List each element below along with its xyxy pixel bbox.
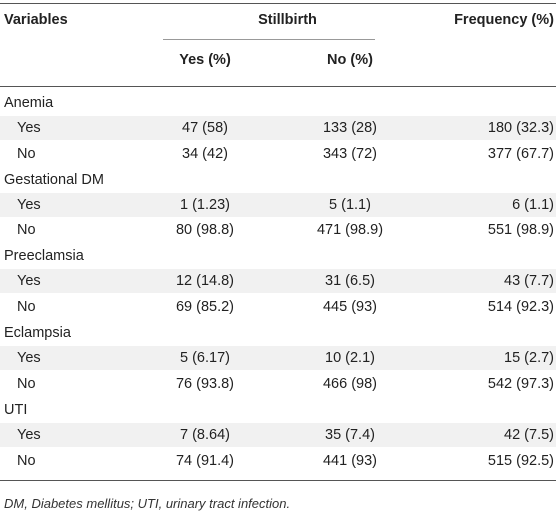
cell-no: 10 (2.1) [325,350,375,366]
table-footnote: DM, Diabetes mellitus; UTI, urinary trac… [4,496,291,511]
cell-frequency: 42 (7.5) [504,427,554,443]
table-row [0,116,556,140]
header-variables: Variables [4,12,68,28]
header-no: No (%) [327,52,373,68]
table-row [0,346,556,370]
cell-frequency: 377 (67.7) [487,146,554,162]
cell-yes: 80 (98.8) [175,222,235,238]
cell-yes: 7 (8.64) [180,427,230,443]
row-label: Yes [17,427,41,443]
cell-frequency: 514 (92.3) [487,299,554,315]
table-row [0,193,556,217]
cell-yes: 74 (91.4) [175,453,235,469]
header-bottom-rule [0,86,556,87]
cell-yes: 69 (85.2) [175,299,235,315]
cell-frequency: 15 (2.7) [504,350,554,366]
table-row [0,423,556,447]
row-label: No [17,376,36,392]
cell-no: 133 (28) [322,120,377,136]
cell-no: 343 (72) [322,146,377,162]
cell-no: 471 (98.9) [316,222,384,238]
row-label: Yes [17,273,41,289]
cell-yes: 1 (1.23) [180,197,230,213]
row-label: No [17,146,36,162]
table-bottom-rule [0,480,556,481]
cell-no: 5 (1.1) [329,197,371,213]
cell-frequency: 180 (32.3) [487,120,554,136]
cell-yes: 5 (6.17) [180,350,230,366]
cell-frequency: 515 (92.5) [487,453,554,469]
header-frequency: Frequency (%) [454,12,554,28]
cell-frequency: 43 (7.7) [504,273,554,289]
group-label: Anemia [4,95,54,111]
header-stillbirth: Stillbirth [258,12,317,28]
group-label: Gestational DM [4,172,104,188]
cell-yes: 34 (42) [182,146,228,162]
row-label: No [17,453,36,469]
row-label: Yes [17,120,41,136]
cell-no: 441 (93) [322,453,377,469]
stillbirth-subrule [163,39,375,40]
cell-no: 31 (6.5) [325,273,375,289]
group-label: Eclampsia [4,325,71,341]
cell-yes: 47 (58) [182,120,228,136]
table-row [0,269,556,293]
cell-frequency: 551 (98.9) [487,222,554,238]
cell-yes: 12 (14.8) [175,273,235,289]
cell-frequency: 542 (97.3) [487,376,554,392]
row-label: No [17,222,36,238]
cell-no: 466 (98) [322,376,377,392]
header-yes: Yes (%) [179,52,231,68]
row-label: No [17,299,36,315]
group-label: UTI [4,402,28,418]
cell-no: 35 (7.4) [325,427,375,443]
row-label: Yes [17,197,41,213]
cell-frequency: 6 (1.1) [512,197,554,213]
group-label: Preeclamsia [4,248,84,264]
row-label: Yes [17,350,41,366]
cell-yes: 76 (93.8) [175,376,235,392]
table-top-rule [0,3,556,4]
cell-no: 445 (93) [322,299,377,315]
